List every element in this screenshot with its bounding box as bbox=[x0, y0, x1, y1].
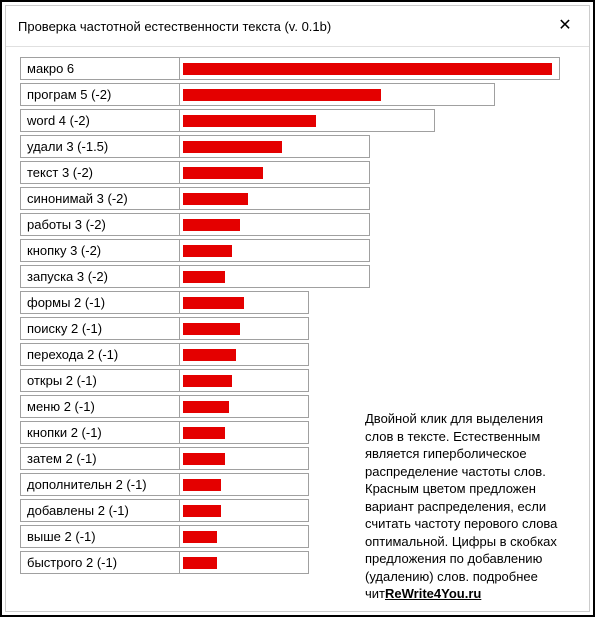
bar-label: меню 2 (-1) bbox=[20, 395, 180, 418]
bar-fill bbox=[183, 349, 236, 361]
bar-row[interactable]: кнопку 3 (-2) bbox=[20, 239, 575, 262]
bar-fill bbox=[183, 453, 225, 465]
bar-fill bbox=[183, 271, 225, 283]
bar-fill bbox=[183, 557, 217, 569]
bar-fill bbox=[183, 427, 225, 439]
bar-row[interactable]: откры 2 (-1) bbox=[20, 369, 575, 392]
bar-label: запуска 3 (-2) bbox=[20, 265, 180, 288]
bar-label: поиску 2 (-1) bbox=[20, 317, 180, 340]
bar-fill bbox=[183, 401, 229, 413]
bar-label: быстрого 2 (-1) bbox=[20, 551, 180, 574]
bar-container bbox=[180, 395, 309, 418]
bar-label: перехода 2 (-1) bbox=[20, 343, 180, 366]
bar-fill bbox=[183, 297, 244, 309]
bar-fill bbox=[183, 505, 221, 517]
bar-fill bbox=[183, 531, 217, 543]
bar-container bbox=[180, 343, 309, 366]
bar-fill bbox=[183, 219, 240, 231]
bar-container bbox=[180, 161, 370, 184]
bar-container bbox=[180, 525, 309, 548]
bar-container bbox=[180, 213, 370, 236]
bar-row[interactable]: формы 2 (-1) bbox=[20, 291, 575, 314]
bar-container bbox=[180, 57, 560, 80]
info-link[interactable]: ReWrite4You.ru bbox=[385, 586, 481, 601]
bar-fill bbox=[183, 89, 381, 101]
bar-container bbox=[180, 447, 309, 470]
bar-fill bbox=[183, 245, 232, 257]
bar-container bbox=[180, 83, 495, 106]
dialog-window: Проверка частотной естественности текста… bbox=[5, 5, 590, 612]
bar-label: кнопку 3 (-2) bbox=[20, 239, 180, 262]
bar-row[interactable]: синонимай 3 (-2) bbox=[20, 187, 575, 210]
bar-container bbox=[180, 187, 370, 210]
close-icon[interactable]: ✕ bbox=[553, 14, 577, 38]
window-title: Проверка частотной естественности текста… bbox=[18, 19, 331, 34]
bar-label: добавлены 2 (-1) bbox=[20, 499, 180, 522]
bar-label: макро 6 bbox=[20, 57, 180, 80]
bar-fill bbox=[183, 323, 240, 335]
bar-label: текст 3 (-2) bbox=[20, 161, 180, 184]
info-panel: Двойной клик для выделения слов в тексте… bbox=[365, 410, 575, 603]
bar-container bbox=[180, 291, 309, 314]
bar-container bbox=[180, 421, 309, 444]
bar-row[interactable]: запуска 3 (-2) bbox=[20, 265, 575, 288]
bar-fill bbox=[183, 115, 316, 127]
bar-row[interactable]: перехода 2 (-1) bbox=[20, 343, 575, 366]
content-area: макро 6 програм 5 (-2) word 4 (-2) удали 3 … bbox=[6, 47, 589, 611]
bar-label: word 4 (-2) bbox=[20, 109, 180, 132]
bar-label: кнопки 2 (-1) bbox=[20, 421, 180, 444]
bar-container bbox=[180, 369, 309, 392]
bar-label: удали 3 (-1.5) bbox=[20, 135, 180, 158]
bar-container bbox=[180, 473, 309, 496]
bar-container bbox=[180, 551, 309, 574]
bar-container bbox=[180, 239, 370, 262]
bar-container bbox=[180, 317, 309, 340]
bar-fill bbox=[183, 479, 221, 491]
bar-row[interactable]: поиску 2 (-1) bbox=[20, 317, 575, 340]
bar-label: формы 2 (-1) bbox=[20, 291, 180, 314]
bar-container bbox=[180, 499, 309, 522]
info-text: Двойной клик для выделения слов в тексте… bbox=[365, 411, 557, 601]
bar-fill bbox=[183, 193, 248, 205]
bar-row[interactable]: програм 5 (-2) bbox=[20, 83, 575, 106]
bar-fill bbox=[183, 63, 552, 75]
bar-row[interactable]: word 4 (-2) bbox=[20, 109, 575, 132]
bar-fill bbox=[183, 375, 232, 387]
bar-row[interactable]: текст 3 (-2) bbox=[20, 161, 575, 184]
bar-container bbox=[180, 109, 435, 132]
bar-row[interactable]: работы 3 (-2) bbox=[20, 213, 575, 236]
bar-row[interactable]: макро 6 bbox=[20, 57, 575, 80]
bar-label: програм 5 (-2) bbox=[20, 83, 180, 106]
bar-label: работы 3 (-2) bbox=[20, 213, 180, 236]
bar-row[interactable]: удали 3 (-1.5) bbox=[20, 135, 575, 158]
bar-label: синонимай 3 (-2) bbox=[20, 187, 180, 210]
bar-container bbox=[180, 265, 370, 288]
bar-container bbox=[180, 135, 370, 158]
bar-fill bbox=[183, 141, 282, 153]
bar-label: затем 2 (-1) bbox=[20, 447, 180, 470]
bar-label: дополнительн 2 (-1) bbox=[20, 473, 180, 496]
bar-label: откры 2 (-1) bbox=[20, 369, 180, 392]
bar-label: выше 2 (-1) bbox=[20, 525, 180, 548]
titlebar: Проверка частотной естественности текста… bbox=[6, 6, 589, 47]
bar-fill bbox=[183, 167, 263, 179]
